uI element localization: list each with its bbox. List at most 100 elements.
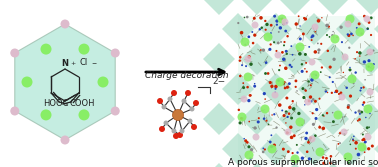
Circle shape xyxy=(357,153,360,156)
Circle shape xyxy=(237,22,239,24)
Circle shape xyxy=(240,31,243,34)
Bar xyxy=(238,16,375,164)
Circle shape xyxy=(281,110,283,111)
Polygon shape xyxy=(374,73,378,105)
Circle shape xyxy=(330,35,339,43)
Circle shape xyxy=(270,85,274,88)
Circle shape xyxy=(173,133,179,139)
Circle shape xyxy=(323,115,325,117)
Circle shape xyxy=(278,69,280,71)
Polygon shape xyxy=(203,163,235,167)
Circle shape xyxy=(355,28,364,37)
Circle shape xyxy=(285,50,288,53)
Circle shape xyxy=(356,51,358,53)
Circle shape xyxy=(302,96,305,99)
Circle shape xyxy=(268,123,270,125)
Circle shape xyxy=(240,38,249,46)
Circle shape xyxy=(290,66,293,68)
Circle shape xyxy=(246,86,249,89)
Circle shape xyxy=(283,83,285,85)
Circle shape xyxy=(284,30,287,32)
Circle shape xyxy=(282,19,288,26)
Circle shape xyxy=(361,139,364,141)
Circle shape xyxy=(293,134,296,137)
Circle shape xyxy=(251,22,259,29)
Circle shape xyxy=(368,126,370,128)
Circle shape xyxy=(368,21,370,24)
Circle shape xyxy=(294,86,297,88)
Circle shape xyxy=(306,71,308,73)
Circle shape xyxy=(239,121,242,124)
Circle shape xyxy=(367,89,373,96)
Circle shape xyxy=(60,135,70,144)
Circle shape xyxy=(332,81,334,83)
Circle shape xyxy=(345,87,348,89)
Circle shape xyxy=(263,92,266,95)
Circle shape xyxy=(283,83,285,85)
Circle shape xyxy=(271,92,279,99)
Circle shape xyxy=(187,119,192,124)
Circle shape xyxy=(366,62,375,71)
Circle shape xyxy=(285,110,288,113)
Circle shape xyxy=(304,89,306,91)
Circle shape xyxy=(309,95,312,99)
Circle shape xyxy=(281,17,283,19)
Circle shape xyxy=(276,77,285,87)
Circle shape xyxy=(365,117,367,118)
Circle shape xyxy=(364,79,366,80)
Circle shape xyxy=(318,52,319,54)
Circle shape xyxy=(364,105,372,114)
Circle shape xyxy=(330,155,332,158)
Text: HOOC: HOOC xyxy=(43,100,68,109)
Circle shape xyxy=(358,118,361,121)
Circle shape xyxy=(358,110,361,113)
Circle shape xyxy=(278,103,282,107)
Circle shape xyxy=(333,111,342,120)
Circle shape xyxy=(355,71,357,74)
Circle shape xyxy=(265,61,268,64)
Circle shape xyxy=(339,92,342,94)
Circle shape xyxy=(355,148,357,150)
Circle shape xyxy=(369,113,371,114)
Polygon shape xyxy=(355,43,378,75)
Circle shape xyxy=(245,150,254,159)
Circle shape xyxy=(338,143,339,145)
Circle shape xyxy=(304,137,308,140)
Circle shape xyxy=(362,133,364,135)
Circle shape xyxy=(276,24,278,26)
Circle shape xyxy=(347,104,350,107)
Circle shape xyxy=(292,107,296,111)
Polygon shape xyxy=(355,0,378,15)
Polygon shape xyxy=(279,0,311,15)
Circle shape xyxy=(347,34,350,37)
Circle shape xyxy=(325,89,327,91)
Circle shape xyxy=(366,126,369,129)
Polygon shape xyxy=(241,103,273,135)
Circle shape xyxy=(311,112,314,114)
Circle shape xyxy=(278,31,280,33)
Circle shape xyxy=(287,35,289,37)
Circle shape xyxy=(164,121,169,125)
Circle shape xyxy=(181,99,186,104)
Circle shape xyxy=(347,33,349,36)
Circle shape xyxy=(260,26,263,29)
Text: A porous supramolecular ionic solid: A porous supramolecular ionic solid xyxy=(228,158,378,167)
Circle shape xyxy=(274,85,278,88)
Circle shape xyxy=(367,27,369,30)
Circle shape xyxy=(244,44,246,46)
Circle shape xyxy=(252,42,254,44)
Circle shape xyxy=(241,64,243,66)
Circle shape xyxy=(308,100,310,102)
Circle shape xyxy=(288,64,291,66)
Circle shape xyxy=(364,141,367,143)
Circle shape xyxy=(339,132,342,134)
Circle shape xyxy=(350,33,353,35)
Circle shape xyxy=(257,120,260,123)
Circle shape xyxy=(370,63,373,65)
Circle shape xyxy=(320,71,322,73)
Polygon shape xyxy=(260,73,292,105)
Circle shape xyxy=(242,86,245,89)
Polygon shape xyxy=(222,13,254,45)
Circle shape xyxy=(328,36,330,38)
Text: Cl: Cl xyxy=(79,58,87,67)
